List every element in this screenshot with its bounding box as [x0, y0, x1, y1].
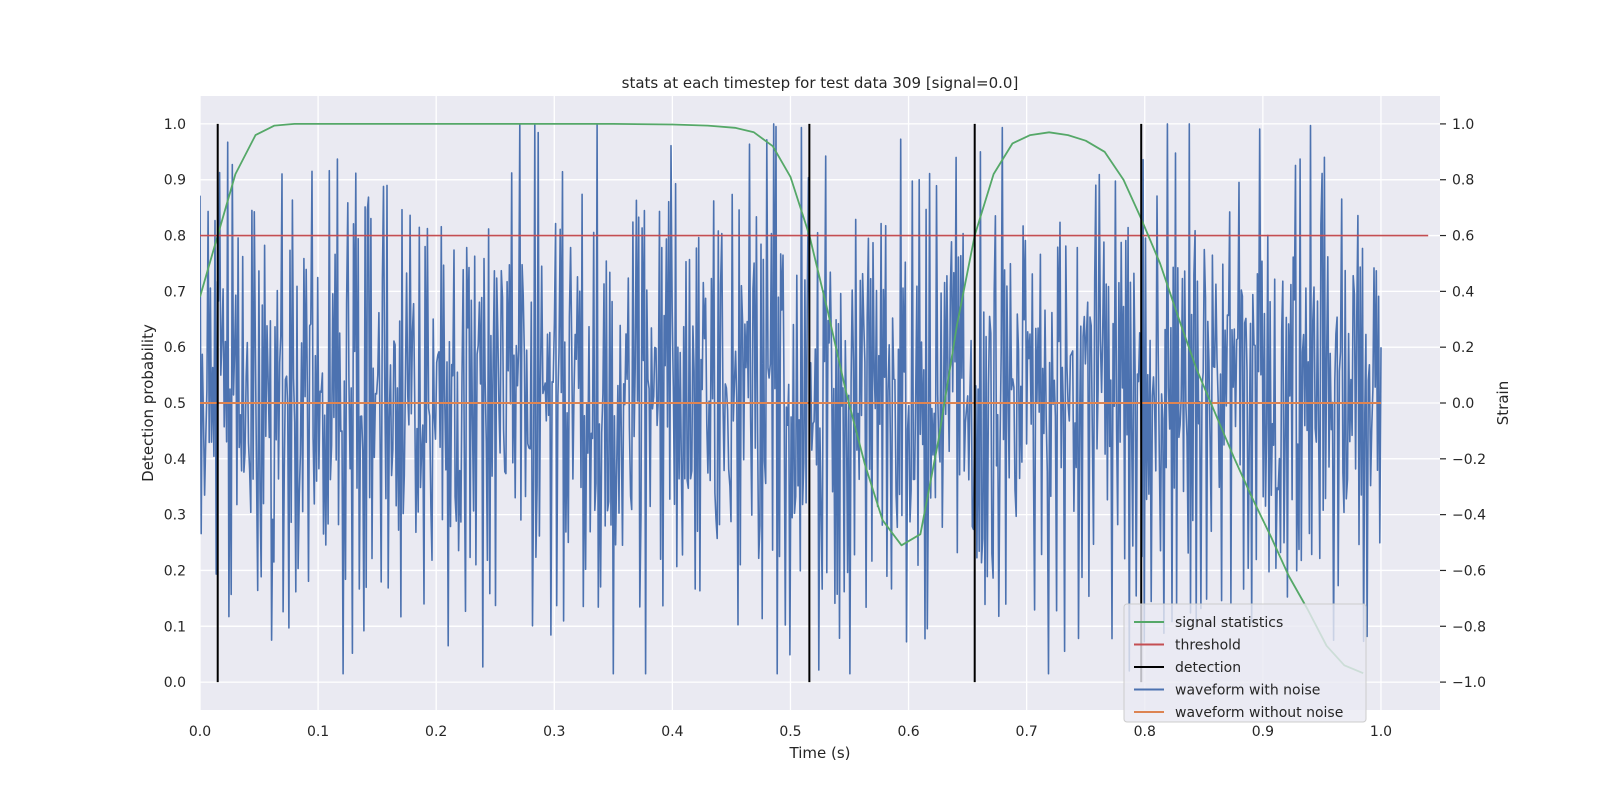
y2-tick-label: −0.8 [1452, 619, 1486, 635]
x-tick-label: 0.2 [425, 724, 447, 740]
x-tick-label: 0.9 [1252, 724, 1274, 740]
y-tick-label: 0.8 [164, 229, 186, 245]
y-axis-ticks: 0.0 0.1 0.2 0.3 0.4 0.5 0.6 0.7 0.8 0.9 1.0 [164, 117, 186, 691]
y-tick-label: 1.0 [164, 117, 186, 133]
x-tick-label: 0.3 [543, 724, 565, 740]
y2-tick-label: −0.2 [1452, 452, 1486, 468]
legend: signal statistics threshold detection wavef… [1123, 603, 1367, 723]
y-tick-label: 0.3 [164, 508, 186, 524]
legend-label: waveform with noise [1175, 683, 1320, 699]
x-axis-label: Time (s) [789, 744, 851, 762]
y2-tick-label: 0.4 [1452, 284, 1474, 300]
x-tick-label: 0.1 [307, 724, 329, 740]
legend-item: threshold [1134, 638, 1241, 654]
series-signal-statistics [200, 123, 1364, 675]
y2-tick-label: 1.0 [1452, 117, 1474, 133]
y-tick-label: 0.1 [164, 619, 186, 635]
x-tick-label: 0.7 [1016, 724, 1038, 740]
y2-tick-label: 0.0 [1452, 396, 1474, 412]
x-tick-label: 0.4 [661, 724, 683, 740]
x-tick-label: 0.6 [897, 724, 919, 740]
legend-item: waveform without noise [1134, 705, 1343, 721]
y2-tick-label: −0.4 [1452, 508, 1486, 524]
legend-label: detection [1175, 660, 1241, 676]
y-tick-label: 0.2 [164, 563, 186, 579]
y2-tick-label: −1.0 [1452, 675, 1486, 691]
y2-axis-label: Strain [1494, 381, 1512, 425]
y-tick-label: 0.5 [164, 396, 186, 412]
y-tick-label: 0.0 [164, 675, 186, 691]
chart-title: stats at each timestep for test data 309… [622, 74, 1019, 92]
legend-label: threshold [1175, 638, 1241, 654]
legend-label: waveform without noise [1175, 705, 1343, 721]
legend-item: detection [1134, 660, 1241, 676]
y-tick-label: 0.7 [164, 284, 186, 300]
x-tick-label: 0.5 [779, 724, 801, 740]
y-axis-label: Detection probability [139, 324, 157, 482]
legend-box [1123, 603, 1367, 723]
y2-axis-ticks: −1.0 −0.8 −0.6 −0.4 −0.2 0.0 0.2 0.4 0.6 0.8 1.0 [1440, 117, 1486, 691]
y2-tick-label: 0.8 [1452, 173, 1474, 189]
y-tick-label: 0.6 [164, 340, 186, 356]
legend-item: signal statistics [1134, 615, 1283, 631]
series-waveform-with-noise [200, 123, 1382, 675]
series-layer [200, 123, 1429, 683]
x-axis-ticks: 0.0 0.1 0.2 0.3 0.4 0.5 0.6 0.7 0.8 0.9 1.0 [189, 724, 1392, 740]
x-tick-label: 0.0 [189, 724, 211, 740]
legend-label: signal statistics [1175, 615, 1283, 631]
x-tick-label: 0.8 [1134, 724, 1156, 740]
y2-tick-label: −0.6 [1452, 563, 1486, 579]
y-tick-label: 0.9 [164, 173, 186, 189]
y2-tick-label: 0.6 [1452, 229, 1474, 245]
x-tick-label: 1.0 [1370, 724, 1392, 740]
y-tick-label: 0.4 [164, 452, 186, 468]
y2-tick-label: 0.2 [1452, 340, 1474, 356]
legend-item: waveform with noise [1134, 683, 1320, 699]
